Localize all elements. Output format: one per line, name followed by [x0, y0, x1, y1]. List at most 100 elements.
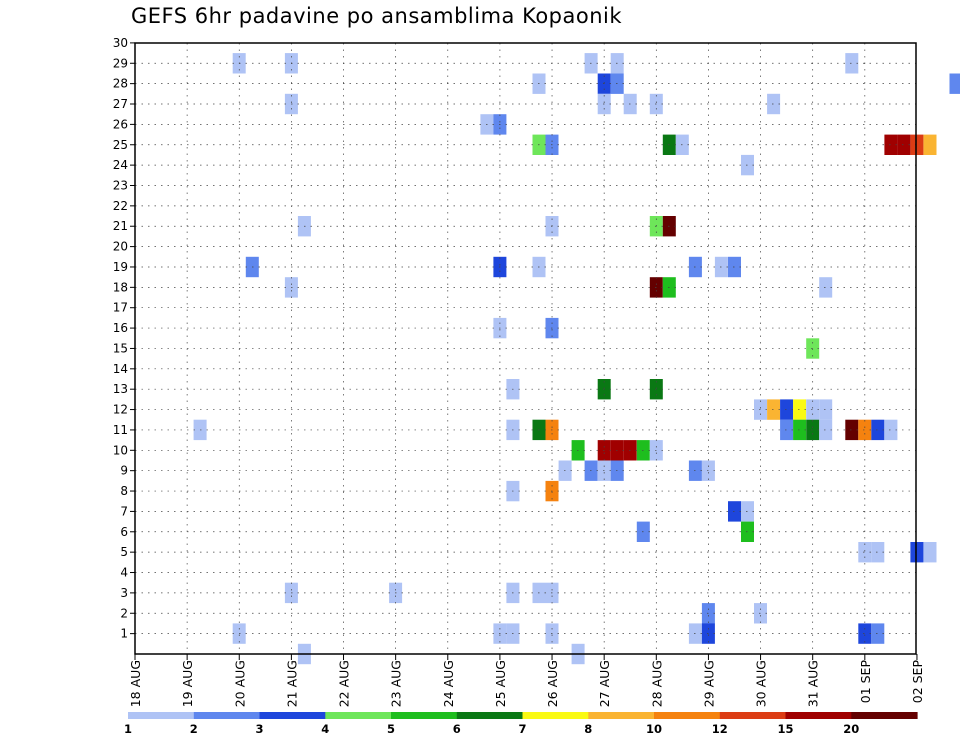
- y-tick-label: 12: [113, 403, 128, 417]
- legend-label: 2: [190, 722, 198, 736]
- y-tick-label: 26: [113, 117, 128, 131]
- precip-cell: [949, 73, 960, 94]
- precip-cell: [793, 419, 807, 441]
- y-tick-label: 29: [113, 56, 128, 70]
- precip-cell: [897, 134, 911, 155]
- y-tick-label: 1: [120, 627, 128, 641]
- legend-swatch: [851, 712, 918, 719]
- y-tick-label: 23: [113, 178, 128, 192]
- y-tick-label: 7: [120, 504, 128, 518]
- legend-swatch: [325, 712, 392, 719]
- x-tick-label: 21 AUG: [284, 660, 299, 707]
- y-tick-label: 10: [113, 443, 128, 457]
- legend-label: 10: [646, 722, 662, 736]
- legend-label: 12: [712, 722, 728, 736]
- cells-layer: [193, 53, 960, 665]
- precip-cell: [858, 542, 872, 563]
- y-tick-label: 25: [113, 138, 128, 152]
- precip-cell: [780, 399, 794, 420]
- y-tick-label: 4: [120, 566, 128, 580]
- precip-cell: [923, 542, 937, 563]
- precip-cell: [858, 623, 872, 644]
- precip-cell: [884, 134, 898, 155]
- x-tick-label: 29 AUG: [701, 660, 716, 707]
- x-tick-label: 19 AUG: [180, 660, 195, 707]
- precip-cell: [871, 542, 885, 563]
- y-tick-label: 14: [113, 362, 128, 376]
- y-tick-label: 8: [120, 484, 128, 498]
- legend-swatch: [193, 712, 261, 719]
- precip-cell: [923, 134, 937, 155]
- legend-label: 6: [453, 722, 461, 736]
- legend-swatch: [456, 712, 524, 719]
- precip-cell: [845, 419, 859, 441]
- y-tick-label: 11: [113, 423, 128, 437]
- legend-swatch: [128, 712, 195, 719]
- x-tick-label: 30 AUG: [754, 660, 769, 707]
- y-tick-label: 21: [113, 219, 128, 233]
- x-tick-label: 01 SEP: [858, 660, 873, 704]
- y-tick-label: 2: [120, 606, 128, 620]
- x-tick-label: 28 AUG: [649, 660, 664, 707]
- legend-label: 5: [387, 722, 395, 736]
- chart-title: GEFS 6hr padavine po ansamblima Kopaonik: [131, 4, 623, 28]
- y-tick-label: 3: [120, 586, 128, 600]
- precip-cell: [884, 419, 898, 441]
- y-tick-label: 27: [113, 97, 128, 111]
- y-tick-label: 20: [113, 240, 128, 254]
- legend-label: 15: [777, 722, 793, 736]
- legend-swatch: [588, 712, 655, 719]
- x-tick-label: 20 AUG: [232, 660, 247, 707]
- y-tick-label: 18: [113, 280, 128, 294]
- precip-cell: [806, 399, 820, 420]
- legend-swatch: [259, 712, 326, 719]
- precip-cell: [806, 419, 820, 441]
- x-tick-label: 31 AUG: [806, 660, 821, 707]
- legend-label: 8: [584, 722, 592, 736]
- precip-cell: [793, 399, 807, 420]
- y-tick-label: 24: [113, 158, 128, 172]
- y-tick-label: 17: [113, 301, 128, 315]
- legend-label: 7: [518, 722, 526, 736]
- y-tick-label: 13: [113, 382, 128, 396]
- legend-swatch: [719, 712, 787, 719]
- y-tick-label: 28: [113, 77, 128, 91]
- grid-layer: [135, 43, 916, 654]
- precip-cell: [910, 134, 924, 155]
- x-tick-label: 22 AUG: [337, 660, 352, 707]
- x-tick-label: 27 AUG: [597, 660, 612, 707]
- x-ticks: 18 AUG 19 AUG 20 AUG 21 AUG 22 AUG 23 AUG 24 A…: [128, 654, 925, 707]
- y-tick-label: 15: [113, 341, 128, 355]
- legend-swatch: [522, 712, 589, 719]
- x-tick-label: 24 AUG: [441, 660, 456, 707]
- precip-cell: [910, 542, 924, 563]
- precip-cell: [767, 93, 781, 115]
- x-tick-label: 23 AUG: [389, 660, 404, 707]
- precip-cell: [780, 419, 794, 441]
- y-tick-label: 9: [120, 464, 128, 478]
- precip-cell: [871, 419, 885, 441]
- precip-cell: [845, 53, 859, 74]
- y-tick-label: 19: [113, 260, 128, 274]
- precip-cell: [819, 399, 833, 420]
- legend-swatch: [391, 712, 458, 719]
- y-tick-label: 6: [120, 525, 128, 539]
- precip-cell: [819, 277, 833, 298]
- legend-label: 20: [843, 722, 859, 736]
- legend-swatch: [654, 712, 721, 719]
- y-tick-label: 5: [120, 545, 128, 559]
- legend-label: 4: [321, 722, 329, 736]
- precip-cell: [871, 623, 885, 644]
- y-tick-label: 30: [113, 36, 128, 50]
- precip-cell: [819, 419, 833, 441]
- x-tick-label: 02 SEP: [910, 660, 925, 704]
- x-tick-label: 26 AUG: [545, 660, 560, 707]
- y-tick-label: 16: [113, 321, 128, 335]
- legend-label: 1: [124, 722, 132, 736]
- color-legend: 1 2 3 4 5 6 7 8 10 12 15 20: [124, 712, 918, 736]
- x-tick-label: 25 AUG: [493, 660, 508, 707]
- legend-swatch: [785, 712, 852, 719]
- legend-label: 3: [255, 722, 263, 736]
- x-tick-label: 18 AUG: [128, 660, 143, 707]
